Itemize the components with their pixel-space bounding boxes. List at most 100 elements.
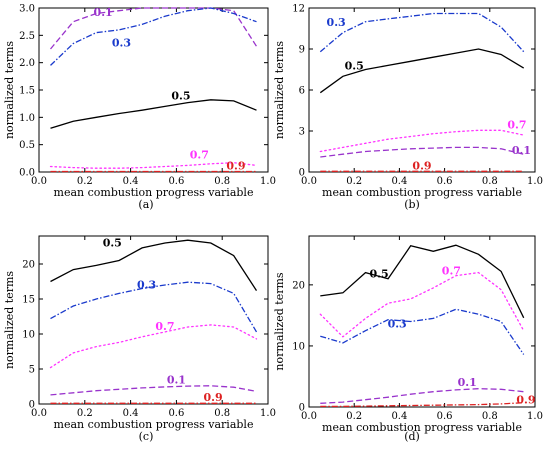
- series-line-0-3: [320, 308, 525, 355]
- series-line-0-5: [320, 244, 525, 319]
- y-tick-label: 10: [22, 330, 35, 341]
- y-tick-label: 10: [292, 341, 305, 352]
- x-tick-label: 0.8: [482, 176, 498, 187]
- series-line-0-1: [320, 146, 524, 158]
- y-tick-label: 1.5: [19, 86, 35, 97]
- y-tick-label: 1.0: [19, 113, 35, 124]
- series-label-0-3: 0.3: [137, 279, 156, 292]
- x-tick-label: 1.0: [260, 408, 276, 419]
- y-tick-label: 20: [22, 260, 35, 271]
- series-line-0-7: [49, 162, 258, 169]
- series-label-0-1: 0.1: [512, 144, 531, 157]
- panel-a: 0.0 0.2 0.4 0.6 0.8 1.0 0.0 0.5 1.0 1.5 2.0 2.5 3.0 m…: [3, 4, 276, 212]
- x-tick-label: 0.0: [31, 408, 47, 419]
- y-axis-label: normalized terms: [273, 41, 286, 139]
- x-tick-label: 1.0: [527, 176, 543, 187]
- x-tick-label: 0.8: [214, 176, 230, 187]
- y-tick-label: 5: [29, 365, 35, 376]
- y-tick-label: 3.0: [19, 4, 35, 15]
- x-tick-label: 1.0: [527, 411, 543, 422]
- series-label-0-5: 0.5: [369, 268, 388, 281]
- series-label-0-9: 0.9: [412, 159, 431, 172]
- x-tick-label: 0.2: [77, 176, 93, 187]
- panel-b: 0.0 0.2 0.4 0.6 0.8 1.0 0 3 6 9 12 mean combustion …: [273, 4, 543, 212]
- x-axis-label: mean combustion progress variable: [54, 418, 254, 431]
- x-tick-label: 0.6: [168, 408, 184, 419]
- series-label-0-7: 0.7: [155, 320, 174, 333]
- panel-caption: (b): [404, 198, 420, 211]
- series-label-0-5: 0.5: [171, 89, 190, 102]
- x-tick-label: 0.6: [168, 176, 184, 187]
- series-label-0-1: 0.1: [167, 374, 186, 387]
- y-axis-label: normalized terms: [273, 272, 286, 370]
- x-tick-label: 0.4: [123, 408, 139, 419]
- series-line-0-7: [49, 324, 258, 369]
- series-label-0-3: 0.3: [388, 318, 407, 331]
- y-tick-label: 12: [292, 4, 305, 15]
- series-label-0-7: 0.7: [442, 264, 461, 277]
- x-axis-label: mean combustion progress variable: [322, 421, 522, 434]
- plot-frame: [38, 235, 269, 405]
- series-label-0-3: 0.3: [112, 36, 131, 49]
- y-tick-label: 2.0: [19, 58, 35, 69]
- series-line-0-1: [50, 7, 258, 50]
- series-label-0-9: 0.9: [226, 159, 245, 172]
- series-line-0-3: [50, 7, 257, 66]
- y-tick-label: 0.5: [19, 140, 35, 151]
- series-label-0-5: 0.5: [103, 237, 122, 250]
- y-tick-label: 0.0: [19, 168, 35, 179]
- x-tick-label: 0.4: [123, 176, 139, 187]
- panel-caption: (c): [139, 430, 154, 443]
- series-line-0-3: [50, 281, 258, 333]
- series-line-0-5: [319, 48, 525, 94]
- series-line-0-7: [319, 271, 525, 338]
- y-axis-label: normalized terms: [3, 41, 16, 139]
- y-tick-label: 3: [299, 127, 305, 138]
- series-line-0-1: [320, 388, 524, 404]
- series-line-0-7: [319, 129, 525, 153]
- x-tick-label: 0.0: [301, 411, 317, 422]
- series-line-0-5: [50, 99, 257, 129]
- series-line-0-1: [50, 385, 257, 396]
- panel-caption: (d): [404, 430, 420, 443]
- x-tick-label: 0.4: [391, 176, 407, 187]
- series-label-0-9: 0.9: [516, 393, 535, 406]
- x-tick-label: 0.2: [346, 411, 362, 422]
- y-tick-label: 6: [299, 86, 305, 97]
- x-tick-label: 0.8: [214, 408, 230, 419]
- y-tick-label: 9: [299, 45, 305, 56]
- y-tick-label: 15: [22, 295, 35, 306]
- x-tick-label: 0.0: [31, 176, 47, 187]
- x-tick-label: 0.6: [437, 176, 453, 187]
- x-tick-label: 0.2: [77, 408, 93, 419]
- panel-d: 0.0 0.2 0.4 0.6 0.8 1.0 0 10 20 mean combustion p…: [273, 235, 543, 443]
- series-label-0-1: 0.1: [94, 6, 113, 19]
- series-line-0-5: [50, 239, 258, 291]
- series-label-0-3: 0.3: [327, 16, 346, 29]
- panel-caption: (a): [138, 198, 153, 211]
- plot-frame: [308, 235, 536, 408]
- y-tick-label: 20: [292, 280, 305, 291]
- series-label-0-9: 0.9: [203, 391, 222, 404]
- series-label-0-7: 0.7: [507, 118, 526, 131]
- panel-c: 0.0 0.2 0.4 0.6 0.8 1.0 0 5 10 15 20 mean combustio…: [3, 235, 276, 443]
- y-tick-label: 0: [299, 168, 305, 179]
- series-label-0-1: 0.1: [458, 376, 477, 389]
- series-line-0-3: [319, 12, 525, 53]
- x-tick-label: 0.0: [301, 176, 317, 187]
- x-tick-label: 0.4: [391, 411, 407, 422]
- x-tick-label: 1.0: [260, 176, 276, 187]
- plot-frame: [38, 7, 269, 173]
- y-tick-label: 0: [29, 400, 35, 411]
- series-label-0-7: 0.7: [190, 148, 209, 161]
- series-line-0-9: [320, 402, 524, 408]
- x-axis-label: mean combustion progress variable: [54, 186, 254, 199]
- y-axis-label: normalized terms: [3, 271, 16, 369]
- x-tick-label: 0.8: [482, 411, 498, 422]
- y-tick-label: 2.5: [19, 31, 35, 42]
- x-tick-label: 0.2: [346, 176, 362, 187]
- series-label-0-5: 0.5: [345, 60, 364, 73]
- x-tick-label: 0.6: [437, 411, 453, 422]
- x-axis-label: mean combustion progress variable: [322, 186, 522, 199]
